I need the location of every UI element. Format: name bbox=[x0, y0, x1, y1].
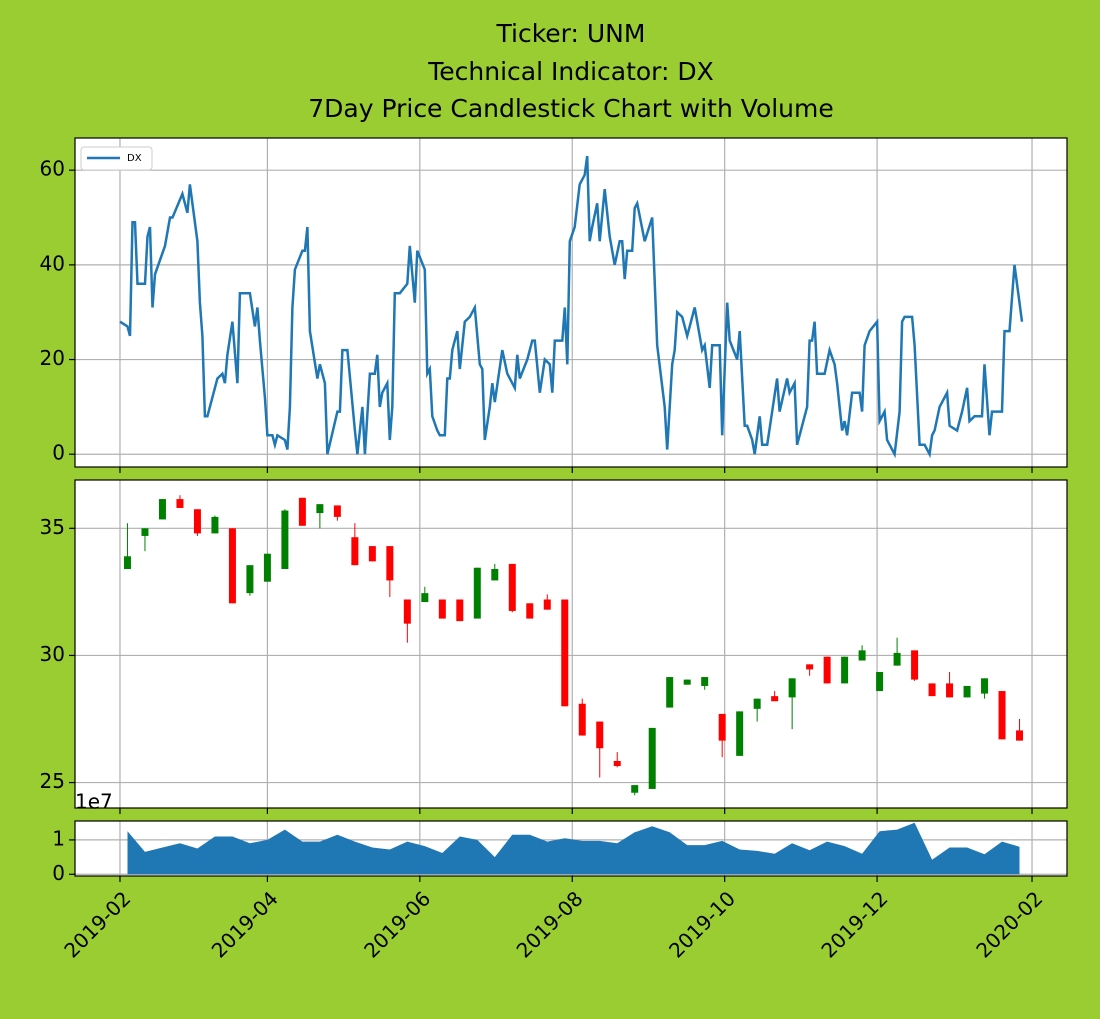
y-tick-label: 40 bbox=[40, 251, 65, 275]
candle-body bbox=[368, 546, 376, 562]
candle-body bbox=[718, 713, 726, 741]
candle-body bbox=[981, 678, 989, 694]
candle-body bbox=[631, 785, 639, 793]
candle-body bbox=[193, 509, 201, 534]
candle-body bbox=[316, 504, 324, 514]
candle-body bbox=[858, 650, 866, 661]
candle-body bbox=[736, 711, 744, 756]
y-tick-label: 25 bbox=[40, 769, 65, 793]
candle-body bbox=[876, 671, 884, 692]
plot-frame bbox=[74, 479, 1068, 809]
y-tick-label: 30 bbox=[40, 642, 65, 666]
y-tick-label: 0 bbox=[52, 861, 65, 885]
candle-body bbox=[841, 656, 849, 684]
candle-body bbox=[596, 721, 604, 749]
candle-body bbox=[911, 650, 919, 680]
volume-area bbox=[127, 822, 1020, 875]
chart-title: 7Day Price Candlestick Chart with Volume bbox=[308, 94, 834, 123]
plot-frame bbox=[74, 820, 1068, 877]
candle-body bbox=[543, 599, 551, 610]
candle-body bbox=[1016, 730, 1024, 741]
candle-body bbox=[211, 516, 219, 534]
candle-body bbox=[351, 537, 359, 566]
candle-body bbox=[823, 656, 831, 684]
legend-label: DX bbox=[127, 153, 142, 164]
candle-body bbox=[386, 546, 394, 581]
candle-body bbox=[928, 683, 936, 697]
candle-body bbox=[421, 593, 429, 603]
candle-body bbox=[701, 677, 709, 686]
candle-body bbox=[263, 553, 271, 582]
candle-body bbox=[683, 679, 691, 685]
candle-body bbox=[613, 760, 621, 767]
candle-body bbox=[578, 703, 586, 736]
candle-body bbox=[893, 652, 901, 666]
candle-body bbox=[771, 696, 779, 702]
candle-body bbox=[998, 691, 1006, 740]
candle-body bbox=[228, 528, 236, 604]
y-tick-label: 0 bbox=[52, 441, 65, 465]
y-tick-label: 1 bbox=[52, 826, 65, 850]
offset-label: 1e7 bbox=[75, 790, 113, 814]
candle-body bbox=[963, 685, 971, 698]
candle-body bbox=[403, 599, 411, 624]
candle-body bbox=[176, 499, 184, 508]
candle-body bbox=[491, 568, 499, 581]
candle-body bbox=[123, 556, 131, 569]
plot-frame bbox=[74, 137, 1068, 468]
candle-body bbox=[473, 567, 481, 619]
y-tick-label: 35 bbox=[40, 515, 65, 539]
candle-body bbox=[561, 599, 569, 707]
candle-body bbox=[158, 499, 166, 520]
candle-body bbox=[281, 510, 289, 569]
candle-body bbox=[508, 563, 516, 611]
y-tick-label: 60 bbox=[40, 157, 65, 181]
candle-body bbox=[788, 678, 796, 698]
candle-body bbox=[438, 599, 446, 619]
candle-body bbox=[946, 683, 954, 698]
candle-body bbox=[333, 505, 341, 517]
candle-body bbox=[806, 664, 814, 670]
candle-body bbox=[298, 497, 306, 526]
candle-body bbox=[526, 603, 534, 619]
candle-body bbox=[666, 677, 674, 708]
candle-body bbox=[648, 727, 656, 789]
candle-body bbox=[753, 698, 761, 709]
chart-title: Technical Indicator: DX bbox=[427, 57, 714, 86]
candle-body bbox=[246, 565, 254, 594]
candle-body bbox=[456, 599, 464, 622]
candle-body bbox=[141, 528, 149, 536]
chart-title: Ticker: UNM bbox=[496, 19, 646, 48]
y-tick-label: 20 bbox=[40, 346, 65, 370]
plot-area bbox=[75, 480, 1067, 808]
dx-line bbox=[119, 155, 1024, 459]
